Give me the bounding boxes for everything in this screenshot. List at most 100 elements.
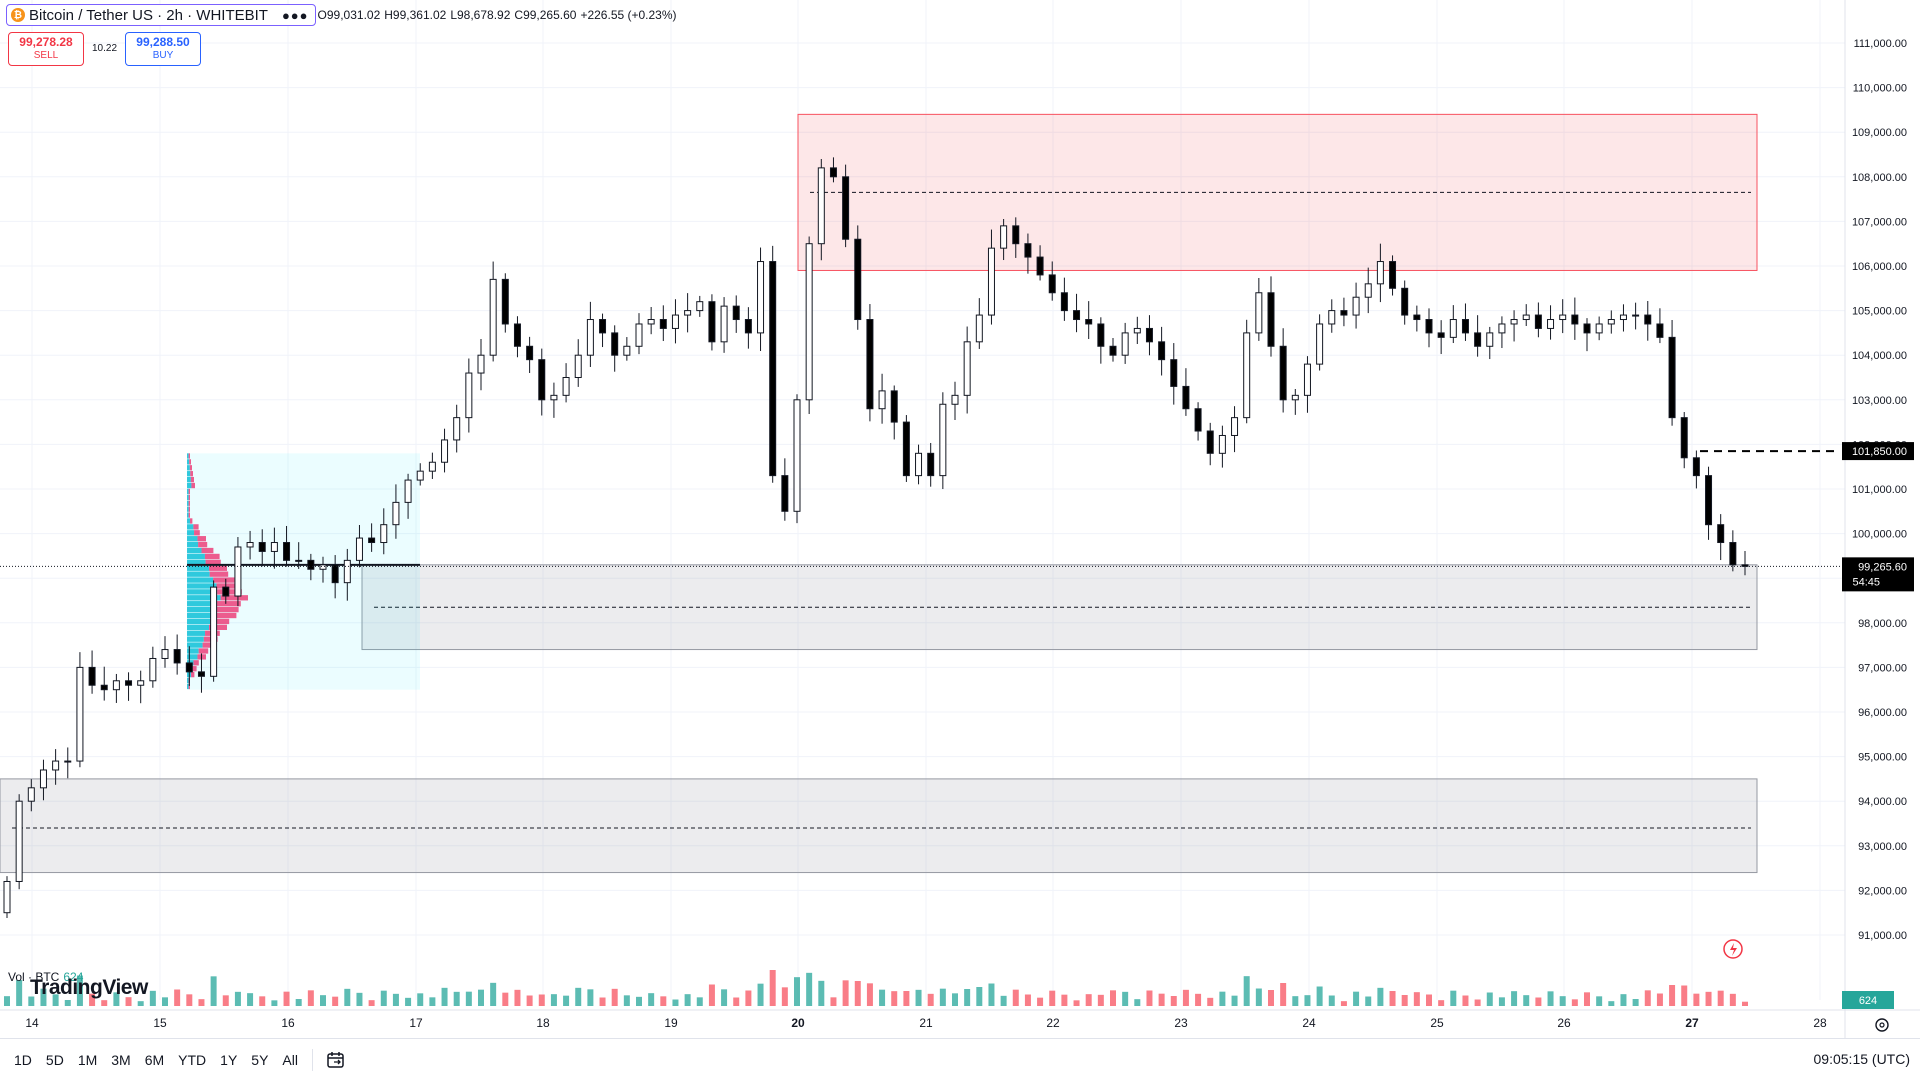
time-tick-label: 16	[281, 1016, 295, 1030]
candle-down	[854, 238, 862, 321]
time-tick-label: 26	[1557, 1016, 1571, 1030]
time-axis[interactable]: 14 15 16 17 18 19 20 21 22 23 24 25 26 27 28	[0, 1009, 1920, 1032]
ohlc-key: O	[317, 8, 327, 22]
volume-bar	[307, 990, 314, 1006]
volume-bar	[648, 993, 655, 1006]
volume-bar	[1207, 997, 1214, 1006]
candle-up	[270, 542, 278, 552]
candle-down	[732, 305, 740, 321]
range-button-1y[interactable]: 1Y	[220, 1052, 238, 1068]
range-button-3m[interactable]: 3M	[111, 1052, 131, 1068]
range-button-5y[interactable]: 5Y	[251, 1052, 269, 1068]
calendar-goto-icon[interactable]	[325, 1049, 347, 1071]
volume-bar	[1097, 994, 1104, 1006]
buy-button[interactable]: 99,288.50 BUY	[125, 32, 201, 66]
range-button-6m[interactable]: 6M	[144, 1052, 165, 1068]
volume-bar	[113, 992, 120, 1006]
candle-up	[3, 880, 11, 914]
volume-bar	[1182, 989, 1189, 1006]
range-button-1m[interactable]: 1M	[77, 1052, 98, 1068]
tradingview-watermark: TradingView	[30, 976, 148, 999]
buy-price: 99,288.50	[136, 35, 190, 49]
profile-bar-down	[209, 571, 229, 577]
profile-bar-down	[198, 541, 208, 548]
volume-bar	[502, 992, 509, 1006]
volume-bar	[1024, 994, 1031, 1006]
candle-up	[1510, 319, 1518, 325]
candle-up	[805, 243, 813, 401]
utc-clock[interactable]: 09:05:15 (UTC)	[1813, 1051, 1910, 1067]
volume-bar	[76, 975, 83, 1006]
candle-down	[1534, 314, 1542, 329]
candle-up	[1291, 394, 1299, 401]
volume-bar	[1000, 995, 1007, 1006]
time-tick-label: 18	[536, 1016, 550, 1030]
candle-up	[684, 310, 692, 316]
profile-bar-up	[187, 683, 189, 690]
volume-bar	[4, 996, 10, 1006]
profile-bar-down	[188, 506, 190, 512]
volume-bar	[587, 989, 594, 1006]
candle-down	[744, 319, 752, 334]
volume-bar	[465, 991, 472, 1006]
candle-up	[696, 301, 704, 312]
candle-up	[817, 167, 825, 245]
profile-bar-up	[187, 606, 216, 613]
volume-bar	[854, 981, 861, 1006]
volume-bar	[1219, 991, 1226, 1006]
volume-bar	[927, 993, 934, 1006]
candle-down	[1668, 336, 1676, 419]
profile-bar-down	[201, 547, 214, 554]
candle-down	[1741, 564, 1749, 567]
candle-down	[1060, 292, 1068, 312]
candle-up	[52, 760, 60, 771]
sell-button[interactable]: 99,278.28 SELL	[8, 32, 84, 66]
range-button-ytd[interactable]: YTD	[178, 1052, 207, 1068]
price-tick-label: 101,000.00	[1852, 484, 1907, 496]
profile-bar-up	[187, 506, 189, 512]
price-tick-label: 104,000.00	[1852, 350, 1907, 362]
symbol-selector[interactable]: ₿ Bitcoin / Tether US · 2h · WHITEBIT ●●…	[6, 4, 316, 26]
profile-bar-down	[216, 601, 241, 607]
candle-up	[149, 657, 157, 682]
toolbar-divider	[311, 1049, 313, 1071]
candle-down	[1692, 457, 1700, 477]
volume-bar	[1571, 999, 1578, 1006]
volume-bar	[623, 995, 630, 1006]
candle-up	[1000, 225, 1008, 249]
candle-up	[939, 403, 947, 477]
candle-up	[574, 354, 582, 379]
candle-down	[708, 301, 716, 343]
profile-bar-up	[187, 559, 206, 566]
volume-value-label: 624	[1859, 995, 1877, 1007]
lightning-icon	[1723, 939, 1743, 959]
ellipsis-icon[interactable]: ●●●	[281, 7, 309, 23]
profile-bar-up	[187, 601, 217, 607]
candle-down	[307, 559, 315, 570]
candle-down	[1182, 385, 1190, 410]
price-tick-label: 103,000.00	[1852, 395, 1907, 407]
candle-down	[1097, 323, 1105, 347]
volume-bar	[1122, 991, 1129, 1006]
range-button-1d[interactable]: 1D	[14, 1052, 32, 1068]
volume-bar	[89, 993, 96, 1006]
volume-bar	[915, 989, 922, 1006]
profile-bar-up	[187, 476, 191, 483]
profile-bar-up	[187, 565, 209, 571]
profile-bar-up	[187, 541, 199, 548]
candle-up	[453, 417, 461, 441]
candle-up	[1303, 363, 1311, 396]
price-tick-label: 109,000.00	[1852, 127, 1907, 139]
gear-icon[interactable]	[1875, 1018, 1889, 1032]
range-button-all[interactable]: All	[282, 1052, 298, 1068]
range-button-5d[interactable]: 5D	[45, 1052, 64, 1068]
volume-bar	[696, 997, 703, 1006]
candle-up	[987, 247, 995, 316]
profile-bar-up	[187, 465, 190, 471]
volume-bar	[550, 994, 557, 1006]
candle-up	[27, 787, 35, 802]
volume-bar	[16, 980, 23, 1006]
volume-bar	[429, 997, 436, 1006]
price-axis[interactable]: 111,000.00 110,000.00 109,000.00 108,000.00…	[1842, 0, 1914, 1038]
